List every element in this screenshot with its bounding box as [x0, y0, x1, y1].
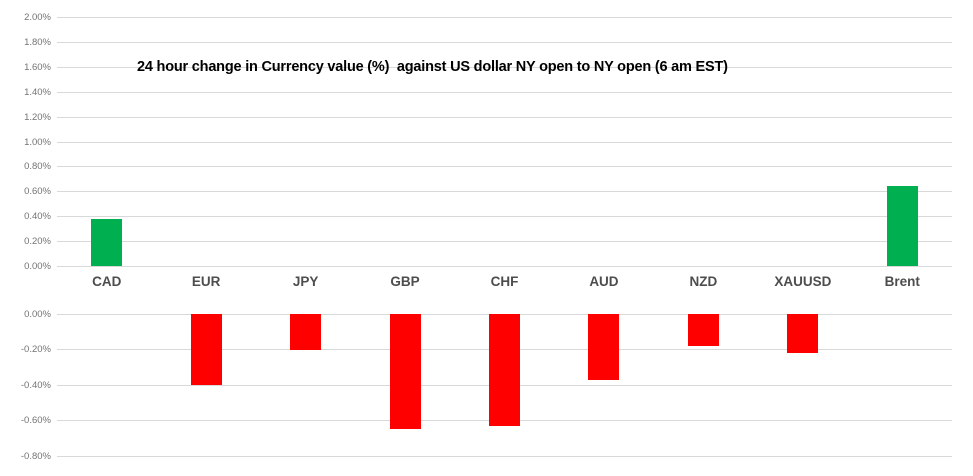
positive-axis-tick-label: 1.40%: [24, 86, 51, 98]
positive-axis-gridline: [57, 91, 952, 93]
negative-axis-tick-label: 0.00%: [24, 308, 51, 320]
category-label-brent: Brent: [884, 274, 920, 289]
bar-jpy: [290, 314, 322, 350]
category-label-eur: EUR: [191, 274, 221, 289]
category-label-jpy: JPY: [292, 274, 319, 289]
positive-axis-tick-label: 0.20%: [24, 236, 51, 248]
positive-axis-gridline: [57, 116, 952, 118]
negative-axis-gridline: [57, 455, 952, 457]
positive-axis-gridline: [57, 166, 952, 168]
positive-axis-tick-label: 1.60%: [24, 61, 51, 73]
bar-cad: [91, 219, 123, 267]
positive-axis-tick-label: 1.00%: [24, 136, 51, 148]
positive-axis-gridline: [57, 216, 952, 218]
positive-axis-tick-label: 0.60%: [24, 186, 51, 198]
category-label-aud: AUD: [589, 274, 619, 289]
positive-axis-gridline: [57, 41, 952, 43]
positive-axis-gridline: [57, 191, 952, 193]
bar-nzd: [687, 314, 719, 346]
bar-xauusd: [787, 314, 819, 354]
positive-axis-tick-label: 0.80%: [24, 161, 51, 173]
positive-axis-tick-label: 0.40%: [24, 211, 51, 223]
chart-title: 24 hour change in Currency value (%) aga…: [137, 59, 728, 75]
category-label-gbp: GBP: [390, 274, 420, 289]
category-label-xauusd: XAUUSD: [774, 274, 832, 289]
bar-brent: [886, 185, 918, 267]
positive-axis-tick-label: 1.80%: [24, 36, 51, 48]
bar-chf: [489, 314, 520, 426]
category-label-cad: CAD: [92, 274, 122, 289]
category-label-nzd: NZD: [689, 274, 718, 289]
bar-aud: [588, 314, 620, 380]
bar-gbp: [389, 314, 421, 430]
positive-axis-gridline: [57, 266, 952, 267]
positive-axis-gridline: [57, 17, 952, 18]
negative-axis-tick-label: -0.60%: [20, 415, 51, 426]
positive-axis-tick-label: 2.00%: [24, 12, 51, 23]
negative-axis-tick-label: -0.20%: [20, 344, 51, 355]
negative-axis-tick-label: -0.80%: [20, 450, 51, 462]
positive-axis-gridline: [57, 66, 952, 68]
positive-axis-gridline: [57, 141, 952, 143]
positive-axis-tick-label: 1.20%: [24, 111, 51, 123]
positive-axis-tick-label: 0.00%: [24, 261, 51, 272]
positive-axis-gridline: [57, 241, 952, 243]
bar-eur: [190, 314, 222, 385]
category-label-chf: CHF: [490, 274, 519, 289]
negative-axis-tick-label: -0.40%: [20, 379, 51, 391]
